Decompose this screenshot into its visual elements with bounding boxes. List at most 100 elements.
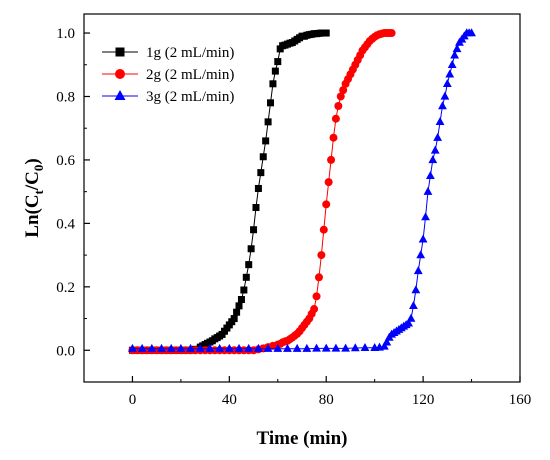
data-point (310, 305, 319, 314)
data-point (331, 343, 341, 352)
data-point (312, 292, 321, 301)
data-point (467, 28, 476, 37)
data-point (128, 343, 137, 352)
data-point (416, 250, 426, 259)
data-point (435, 117, 445, 126)
data-point (195, 343, 205, 352)
data-point (442, 78, 452, 87)
legend-marker (115, 47, 125, 57)
data-point (259, 153, 267, 161)
data-point (233, 308, 241, 316)
data-point (234, 343, 244, 352)
data-point (166, 343, 176, 352)
y-axis-title-main: Ln(C (22, 194, 43, 237)
data-point (205, 343, 215, 352)
data-point (329, 133, 338, 142)
data-point (317, 251, 326, 260)
data-point (254, 184, 262, 192)
data-point (418, 234, 428, 243)
data-point (312, 343, 321, 352)
x-tick-label: 0 (129, 392, 137, 408)
y-axis-title-mid: /C (22, 171, 43, 191)
legend-label: 1g (2 mL/min) (146, 45, 234, 61)
data-point (322, 29, 330, 37)
data-point (430, 145, 440, 154)
data-point (247, 245, 255, 253)
data-point (242, 273, 250, 281)
data-point (262, 137, 270, 145)
data-point (445, 69, 455, 78)
x-tick-label: 40 (222, 392, 237, 408)
y-axis-ticks: 0.0 0.2 0.4 0.6 0.8 1.0 (56, 26, 90, 383)
y-tick-label: 0.6 (56, 153, 75, 169)
y-axis-title-sub1: t (31, 189, 46, 194)
data-point (244, 343, 254, 352)
data-point (230, 315, 238, 323)
data-point (341, 343, 350, 352)
x-tick-label: 160 (509, 392, 532, 408)
data-point (447, 59, 457, 68)
data-point (176, 343, 186, 352)
data-point (336, 92, 345, 101)
data-point (215, 343, 225, 352)
data-point (269, 80, 277, 88)
data-point (254, 343, 263, 352)
data-point (406, 313, 416, 322)
data-point (334, 102, 343, 110)
data-point (264, 118, 272, 126)
legend: 1g (2 mL/min) 2g (2 mL/min) 3g (2 mL/min) (102, 45, 234, 105)
data-point (271, 67, 279, 75)
data-point (257, 169, 265, 177)
data-point (273, 343, 283, 352)
data-point (137, 343, 147, 352)
data-point (322, 200, 331, 209)
data-point (292, 343, 302, 352)
legend-marker (115, 69, 125, 79)
x-axis-ticks: 0 40 80 120 160 (83, 376, 532, 408)
y-axis-title-end: ) (22, 158, 43, 164)
data-point (252, 204, 260, 212)
data-point (339, 86, 348, 95)
data-point (433, 132, 443, 141)
data-point (224, 343, 234, 352)
y-tick-label: 0.0 (56, 343, 75, 359)
x-tick-label: 80 (319, 392, 334, 408)
series-3 (128, 28, 476, 352)
data-point (263, 343, 273, 352)
data-point (314, 273, 323, 282)
data-point (382, 337, 392, 346)
data-point (157, 343, 166, 352)
data-point (240, 286, 248, 294)
data-point (186, 343, 195, 352)
data-point (237, 296, 245, 304)
data-point (321, 343, 331, 352)
legend-label: 2g (2 mL/min) (146, 67, 234, 83)
legend-label: 3g (2 mL/min) (146, 89, 234, 105)
data-point (411, 285, 421, 294)
data-point (425, 170, 435, 179)
data-point (350, 343, 360, 352)
y-tick-label: 0.8 (56, 89, 75, 105)
data-point (450, 50, 459, 59)
data-point (438, 101, 447, 110)
data-point (331, 114, 340, 123)
data-point (324, 178, 333, 187)
data-point (283, 343, 292, 352)
data-point (245, 261, 253, 269)
legend-marker (114, 90, 126, 100)
data-point (404, 318, 413, 327)
data-point (267, 99, 275, 107)
x-tick-label: 120 (412, 392, 435, 408)
data-point (421, 212, 430, 221)
data-point (452, 44, 462, 53)
y-axis-title: Ln(Ct/C0) (22, 158, 46, 237)
data-point (319, 225, 328, 234)
y-tick-label: 0.4 (56, 216, 75, 232)
plot-frame (83, 13, 521, 383)
data-point (360, 342, 370, 351)
data-point (302, 343, 312, 352)
data-point (428, 155, 438, 164)
data-point (413, 266, 423, 275)
data-point (409, 301, 418, 310)
